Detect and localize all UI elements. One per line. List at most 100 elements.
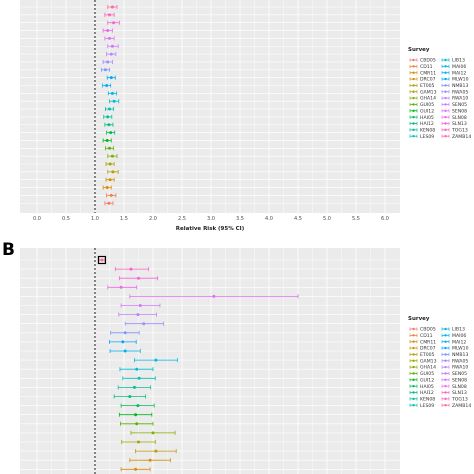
legend-item-cd11: CD11 [409, 64, 433, 70]
svg-text:NMB13: NMB13 [452, 83, 468, 89]
svg-text:GAM13: GAM13 [420, 89, 437, 95]
x-tick-label: 5.0 [323, 216, 331, 222]
legend-title: Survey [408, 47, 430, 53]
svg-text:MAI12: MAI12 [452, 339, 466, 345]
estimate-point [109, 193, 113, 197]
ci-gha14 [130, 430, 176, 435]
legend-item-cd11: CD11 [409, 333, 433, 339]
svg-text:HAI05: HAI05 [420, 115, 434, 121]
estimate-point [106, 115, 110, 119]
legend-item-ken08: KEN08 [409, 127, 435, 133]
legend-item-les09: LES09 [409, 134, 434, 140]
x-tick-label: 5.5 [352, 216, 360, 222]
estimate-point [129, 267, 133, 271]
estimate-point [109, 52, 113, 56]
svg-text:CMR11: CMR11 [420, 70, 436, 76]
ci-hai12 [104, 122, 114, 127]
legend-title: Survey [408, 316, 430, 322]
ci-lib13 [109, 99, 120, 104]
svg-text:HAI05: HAI05 [420, 384, 434, 390]
ci-sln08 [102, 28, 113, 33]
legend-item-les09: LES09 [409, 403, 434, 409]
legend-item-sen08: SEN08 [441, 377, 467, 383]
svg-text:SLN08: SLN08 [452, 115, 467, 121]
legend-item-cmr11: CMR11 [409, 70, 436, 76]
estimate-point [135, 367, 139, 371]
svg-text:LIB13: LIB13 [452, 327, 465, 333]
ci-mai12 [102, 83, 112, 88]
estimate-point [110, 91, 114, 95]
svg-text:MAI12: MAI12 [452, 70, 466, 76]
estimate-point [100, 258, 104, 262]
legend-item-rwa10: RWA10 [441, 365, 468, 371]
ci-rwa10 [106, 52, 117, 57]
estimate-point [111, 170, 115, 174]
legend-item-et005: ET005 [409, 83, 435, 89]
ci-gha14 [107, 154, 118, 159]
ci-mai06 [134, 358, 178, 363]
estimate-point [109, 76, 113, 80]
legend-item-nmb13: NMB13 [441, 83, 468, 89]
legend-item-zamb14: ZAMB14 [441, 403, 471, 409]
legend-item-lib13: LIB13 [441, 327, 465, 333]
ci-sen05 [120, 303, 161, 308]
legend-item-nmb13: NMB13 [441, 352, 468, 358]
ci-gui12 [102, 138, 112, 143]
legend-item-drc07: DRC07 [409, 77, 436, 83]
x-tick-label: 1.5 [120, 216, 128, 222]
ci-ken08 [103, 114, 113, 119]
legend-item-lib13: LIB13 [441, 58, 465, 64]
ci-les09 [105, 107, 114, 112]
ci-rwa05 [102, 59, 113, 64]
estimate-point [106, 60, 110, 64]
svg-text:CMR11: CMR11 [420, 339, 436, 345]
ci-drc07 [105, 177, 115, 182]
svg-text:ET005: ET005 [420, 83, 435, 89]
panel-b-marks [97, 255, 299, 472]
legend-item-mai12: MAI12 [441, 70, 466, 76]
svg-text:SLN08: SLN08 [452, 384, 467, 390]
ci-sen08 [104, 36, 115, 41]
estimate-point [134, 413, 138, 417]
svg-text:DRC07: DRC07 [420, 346, 436, 352]
x-tick-label: 0.0 [33, 216, 41, 222]
legend-item-sln08: SLN08 [441, 115, 467, 121]
ci-et005 [135, 449, 177, 454]
ci-hai12 [113, 394, 146, 399]
ci-cmr11 [120, 467, 151, 472]
svg-text:SEN05: SEN05 [452, 371, 467, 377]
ci-mlw10 [106, 75, 116, 80]
estimate-point [137, 440, 140, 444]
estimate-point [105, 138, 109, 142]
estimate-point [107, 201, 111, 205]
svg-text:GUI05: GUI05 [420, 371, 434, 377]
estimate-point [108, 146, 111, 150]
ci-sen08 [129, 294, 299, 299]
ci-nmb13 [100, 67, 110, 72]
estimate-point [123, 331, 127, 335]
ci-gui05 [105, 146, 114, 151]
legend-item-sen05: SEN05 [441, 371, 467, 377]
legend-item-cbd05: CBD05 [409, 327, 436, 333]
legend-item-et005: ET005 [409, 352, 435, 358]
svg-text:SLN13: SLN13 [452, 121, 467, 127]
ci-hai05 [106, 130, 116, 135]
legend-item-gha14: GHA14 [409, 365, 436, 371]
ci-tog13 [104, 12, 115, 17]
ci-drc07 [129, 458, 171, 463]
ci-les09 [122, 376, 156, 381]
legend-item-tog13: TOG13 [441, 396, 468, 402]
estimate-point [136, 404, 140, 408]
legend-item-zamb14: ZAMB14 [441, 134, 471, 140]
x-tick-label: 2.5 [178, 216, 186, 222]
ci-tog13 [114, 267, 149, 272]
x-tick-label: 4.0 [265, 216, 273, 222]
svg-text:RWA05: RWA05 [452, 89, 468, 95]
legend-item-mlw10: MLW10 [441, 77, 469, 83]
legend-item-sln08: SLN08 [441, 384, 467, 390]
panel-a-gridlines [20, 0, 400, 213]
legend-item-gam13: GAM13 [409, 89, 437, 95]
estimate-point [151, 431, 155, 435]
svg-text:CD11: CD11 [420, 333, 433, 339]
svg-text:MLW10: MLW10 [452, 77, 469, 83]
